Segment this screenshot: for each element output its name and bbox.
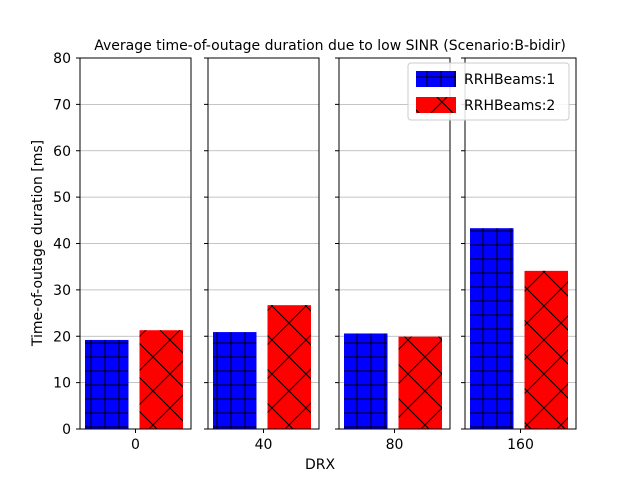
legend-swatch-hatch bbox=[416, 97, 456, 113]
x-axis-label: DRX bbox=[305, 457, 336, 473]
bar-hatch bbox=[470, 228, 514, 429]
y-tick-label: 10 bbox=[53, 376, 71, 392]
panel-drx-80: 80 bbox=[335, 57, 451, 453]
y-tick-label: 70 bbox=[53, 97, 71, 113]
panels: 0 0 10 20 30 40 50 60 70 80 40 80 160 bbox=[53, 51, 577, 453]
legend: RRHBeams:1 RRHBeams:2 bbox=[407, 62, 570, 121]
legend-label: RRHBeams:1 bbox=[464, 72, 555, 88]
x-tick-label: 160 bbox=[507, 437, 534, 453]
y-tick-label: 60 bbox=[53, 144, 71, 160]
panel-drx-160: 160 bbox=[461, 57, 577, 453]
y-tick-label: 20 bbox=[53, 329, 71, 345]
y-tick-label: 0 bbox=[62, 422, 71, 438]
bar-hatch bbox=[85, 339, 129, 429]
panel-drx-40: 40 bbox=[204, 57, 320, 453]
y-tick-label: 50 bbox=[53, 190, 71, 206]
x-tick-label: 0 bbox=[131, 437, 140, 453]
x-tick-label: 40 bbox=[255, 437, 273, 453]
bar-hatch bbox=[398, 336, 442, 429]
x-tick-label: 80 bbox=[386, 437, 404, 453]
legend-label: RRHBeams:2 bbox=[464, 98, 555, 114]
y-tick-label: 40 bbox=[53, 237, 71, 253]
y-axis-label: Time-of-outage duration [ms] bbox=[30, 140, 46, 347]
bar-hatch bbox=[213, 332, 257, 429]
bar-hatch bbox=[344, 333, 388, 429]
legend-swatch-hatch bbox=[416, 71, 456, 87]
y-tick-label: 30 bbox=[53, 283, 71, 299]
chart-title: Average time-of-outage duration due to l… bbox=[94, 38, 566, 54]
bar-hatch bbox=[524, 270, 568, 429]
panel-drx-0: 0 0 10 20 30 40 50 60 70 80 bbox=[53, 51, 192, 453]
bar-hatch bbox=[267, 305, 311, 429]
bar-hatch bbox=[139, 330, 183, 429]
y-tick-label: 80 bbox=[53, 51, 71, 67]
